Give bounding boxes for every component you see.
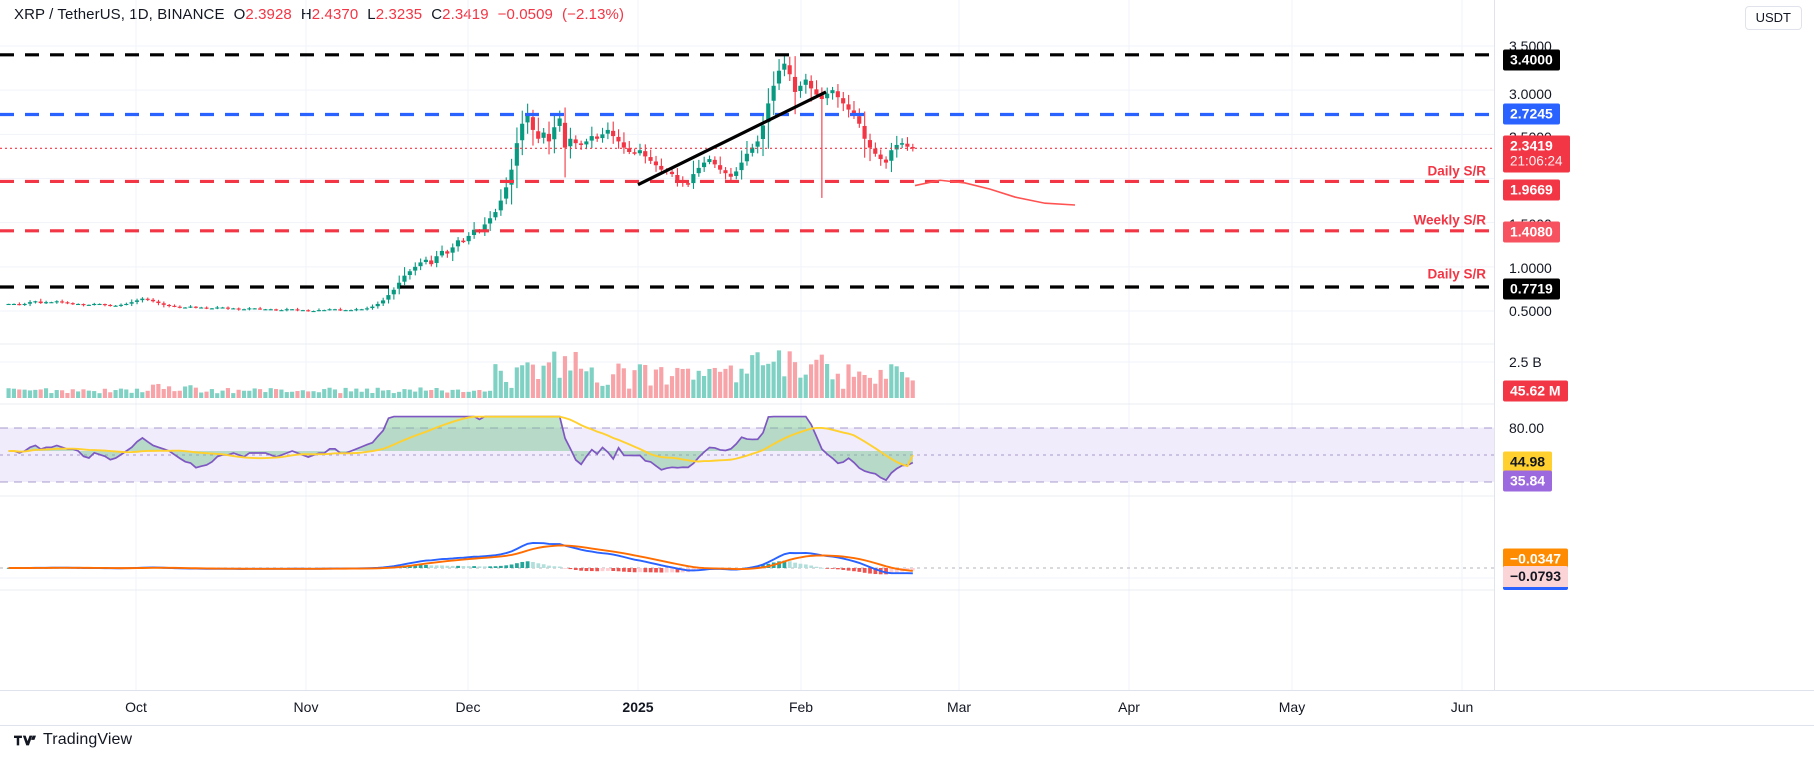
currency-pill[interactable]: USDT <box>1744 6 1802 30</box>
price-levels <box>0 53 1494 289</box>
chart-canvas <box>0 0 1494 690</box>
sr-label-2: Daily S/R <box>1427 266 1486 282</box>
price-tick-6: 0.5000 <box>1509 303 1552 319</box>
candlestick-series <box>6 56 915 313</box>
legend-low-value: 2.3235 <box>375 6 423 23</box>
time-tick-mar: Mar <box>946 699 972 715</box>
time-tick-feb: Feb <box>788 699 814 715</box>
tradingview-brand: TradingView <box>43 731 133 748</box>
rsi-ma-value[interactable]: 44.98 <box>1503 451 1553 473</box>
macd-value[interactable]: −0.0793 <box>1503 566 1568 590</box>
time-tick-oct: Oct <box>125 699 147 715</box>
trendline <box>637 90 827 187</box>
daily-sr-0771[interactable]: 0.7719 <box>1503 278 1560 300</box>
tradingview-logo-icon <box>14 735 36 745</box>
volume-value[interactable]: 45.62 M <box>1503 380 1568 402</box>
legend-open-value: 2.3928 <box>245 6 292 23</box>
sr-label-0: Daily S/R <box>1427 163 1486 179</box>
chart-gridlines <box>0 0 1494 690</box>
chart-legend[interactable]: XRP / TetherUS, 1D, BINANCEO2.3928H2.437… <box>14 6 625 23</box>
legend-open-label: O <box>233 6 246 23</box>
chart-plot-area[interactable]: Daily S/R Weekly S/R Daily S/R <box>0 0 1494 690</box>
forecast-projection <box>914 179 1076 206</box>
daily-sr-1966[interactable]: 1.9669 <box>1503 179 1560 201</box>
macd-signal-value[interactable]: −0.0347 <box>1503 548 1568 570</box>
legend-high-value: 2.4370 <box>311 6 359 23</box>
time-tick-nov: Nov <box>293 699 319 715</box>
last-price[interactable]: 2.3419 21:06:24 <box>1503 135 1570 173</box>
legend-symbol[interactable]: XRP / TetherUS <box>14 6 121 23</box>
time-tick-apr: Apr <box>1118 699 1140 715</box>
rsi-ma-line <box>8 415 914 468</box>
legend-low-label: L <box>367 6 376 23</box>
legend-change-percent: (−2.13%) <box>561 6 625 23</box>
macd-signal-line <box>8 544 913 572</box>
legend-close-label: C <box>431 6 443 23</box>
price-tick-1: 3.0000 <box>1509 86 1552 102</box>
tradingview-footer[interactable]: TradingView <box>14 731 132 749</box>
rsi-value[interactable]: 35.84 <box>1503 470 1553 492</box>
legend-interval[interactable]: 1D <box>129 6 149 23</box>
rsi-line <box>8 415 914 482</box>
sr-label-1: Weekly S/R <box>1413 212 1486 228</box>
rsi-fill <box>8 416 913 481</box>
time-axis[interactable]: Oct Nov Dec 2025 Feb Mar Apr May Jun <box>0 690 1814 726</box>
volume-series <box>6 350 915 398</box>
legend-exchange[interactable]: BINANCE <box>157 6 225 23</box>
price-axis[interactable]: USDT 3.50003.00002.50002.00001.50001.000… <box>1494 0 1814 690</box>
resistance-3400[interactable]: 3.4000 <box>1503 49 1560 71</box>
blue-level-2724[interactable]: 2.7245 <box>1503 103 1560 125</box>
time-tick-may: May <box>1278 699 1306 715</box>
price-tick-5: 1.0000 <box>1509 260 1552 276</box>
time-tick-2025: 2025 <box>622 699 654 715</box>
weekly-sr-1408[interactable]: 1.4080 <box>1503 221 1560 243</box>
rsi-tick-0: 80.00 <box>1509 420 1545 436</box>
legend-change: −0.0509 <box>497 6 553 23</box>
legend-close-value: 2.3419 <box>442 6 489 23</box>
volume-tick-0: 2.5 B <box>1509 354 1542 370</box>
time-tick-jun: Jun <box>1450 699 1474 715</box>
time-tick-dec: Dec <box>455 699 481 715</box>
